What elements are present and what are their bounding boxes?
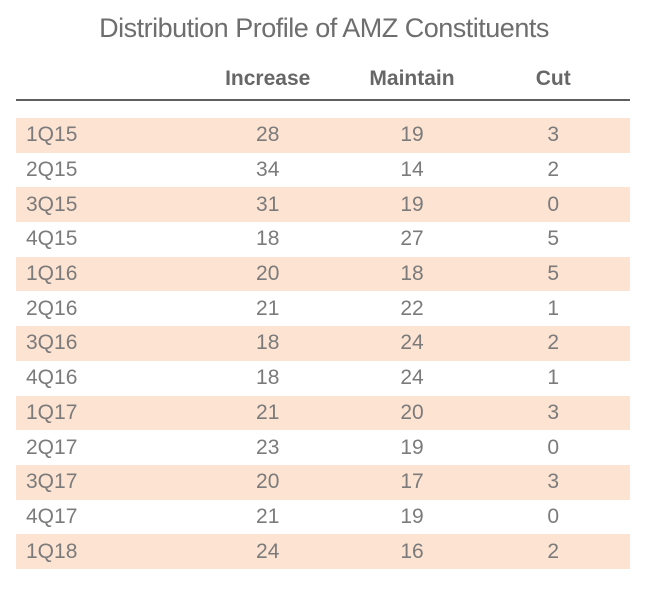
cut-value: 2 bbox=[547, 158, 560, 182]
table-row: 3Q17 20 17 3 bbox=[16, 464, 630, 500]
cut-value: 1 bbox=[547, 296, 560, 320]
header-maintain: Maintain bbox=[369, 67, 455, 90]
cut-value: 5 bbox=[547, 227, 560, 251]
cut-value: 0 bbox=[547, 192, 560, 216]
quarter-label: 2Q15 bbox=[26, 158, 78, 182]
table-row: 4Q15 18 27 5 bbox=[16, 222, 630, 257]
maintain-value: 19 bbox=[400, 504, 424, 528]
maintain-value: 19 bbox=[400, 192, 424, 216]
increase-value: 23 bbox=[256, 435, 280, 459]
maintain-value: 17 bbox=[400, 470, 424, 494]
cut-value: 3 bbox=[547, 400, 560, 424]
increase-value: 20 bbox=[256, 262, 280, 286]
maintain-value: 20 bbox=[400, 400, 424, 424]
cut-value: 0 bbox=[547, 435, 560, 459]
increase-value: 18 bbox=[256, 366, 280, 390]
quarter-label: 1Q18 bbox=[26, 539, 78, 563]
increase-value: 21 bbox=[256, 504, 280, 528]
table-row: 3Q15 31 19 0 bbox=[16, 187, 630, 223]
increase-value: 31 bbox=[256, 192, 280, 216]
header-cut: Cut bbox=[535, 67, 571, 90]
header-increase: Increase bbox=[225, 67, 311, 90]
cut-value: 2 bbox=[547, 331, 560, 355]
maintain-value: 16 bbox=[400, 539, 424, 563]
maintain-value: 27 bbox=[400, 227, 424, 251]
table-row: 4Q16 18 24 1 bbox=[16, 361, 630, 396]
table-row: 2Q17 23 19 0 bbox=[16, 430, 630, 465]
cut-value: 3 bbox=[547, 123, 560, 147]
cut-value: 5 bbox=[547, 262, 560, 286]
increase-value: 21 bbox=[256, 400, 280, 424]
quarter-label: 1Q17 bbox=[26, 400, 78, 424]
increase-value: 20 bbox=[256, 470, 280, 494]
increase-value: 21 bbox=[256, 296, 280, 320]
table-row: 1Q17 21 20 3 bbox=[16, 395, 630, 431]
quarter-label: 1Q15 bbox=[26, 123, 78, 147]
table-row: 2Q15 34 14 2 bbox=[16, 153, 630, 188]
cut-value: 1 bbox=[547, 366, 560, 390]
cut-value: 2 bbox=[547, 539, 560, 563]
maintain-value: 19 bbox=[400, 123, 424, 147]
chart-title: Distribution Profile of AMZ Constituents bbox=[99, 13, 549, 43]
maintain-value: 18 bbox=[400, 262, 424, 286]
quarter-label: 3Q17 bbox=[26, 470, 78, 494]
increase-value: 18 bbox=[256, 331, 280, 355]
maintain-value: 24 bbox=[400, 366, 424, 390]
quarter-label: 3Q16 bbox=[26, 331, 78, 355]
quarter-label: 4Q16 bbox=[26, 366, 78, 390]
table-header-row: Increase Maintain Cut bbox=[16, 66, 630, 101]
table-row: 1Q16 20 18 5 bbox=[16, 256, 630, 292]
increase-value: 24 bbox=[256, 539, 280, 563]
maintain-value: 19 bbox=[400, 435, 424, 459]
increase-value: 28 bbox=[256, 123, 280, 147]
table-row: 1Q15 28 19 3 bbox=[16, 118, 630, 153]
cut-value: 0 bbox=[547, 504, 560, 528]
quarter-label: 2Q17 bbox=[26, 435, 78, 459]
table-row: 3Q16 18 24 2 bbox=[16, 326, 630, 361]
table-row: 1Q18 24 16 2 bbox=[16, 534, 630, 569]
increase-value: 18 bbox=[256, 227, 280, 251]
quarter-label: 4Q17 bbox=[26, 504, 78, 528]
maintain-value: 22 bbox=[400, 296, 424, 320]
distribution-table: Increase Maintain Cut 1Q15 28 19 3 2Q15 … bbox=[16, 66, 630, 569]
table-row: 2Q16 21 22 1 bbox=[16, 291, 630, 326]
quarter-label: 1Q16 bbox=[26, 262, 78, 286]
quarter-label: 4Q15 bbox=[26, 227, 78, 251]
quarter-label: 2Q16 bbox=[26, 296, 78, 320]
maintain-value: 24 bbox=[400, 331, 424, 355]
quarter-label: 3Q15 bbox=[26, 192, 78, 216]
table-row: 4Q17 21 19 0 bbox=[16, 500, 630, 535]
maintain-value: 14 bbox=[400, 158, 424, 182]
increase-value: 34 bbox=[256, 158, 280, 182]
table-body: 1Q15 28 19 3 2Q15 34 14 2 3Q15 31 19 0 4… bbox=[16, 118, 630, 569]
cut-value: 3 bbox=[547, 470, 560, 494]
